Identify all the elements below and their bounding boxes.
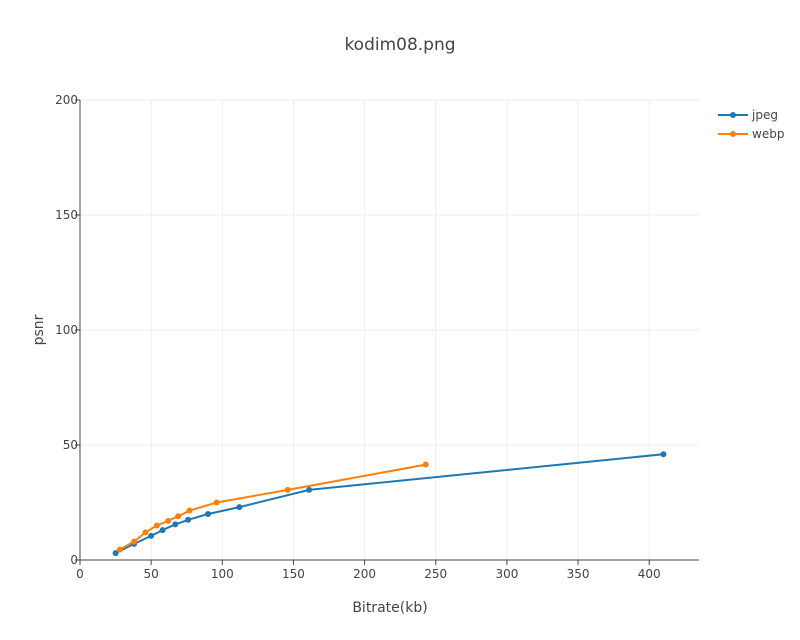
x-axis-title: Bitrate(kb) [352,600,427,616]
webp-point[interactable] [153,522,160,529]
legend[interactable]: jpeg webp [718,108,784,141]
webp-point[interactable] [284,486,291,493]
x-tick-label: 150 [282,567,305,581]
jpeg-point[interactable] [660,451,667,458]
axes: 0 50 100 150 200 250 300 350 400 0 50 100 150 200 [55,93,699,581]
jpeg-point[interactable] [236,504,243,511]
jpeg-point[interactable] [185,516,192,523]
y-tick-label: 150 [55,208,78,222]
series-webp [116,461,429,553]
chart-title: kodim08.png [344,35,455,55]
y-tick-label: 100 [55,323,78,337]
webp-point[interactable] [175,513,182,520]
legend-label: webp [752,127,784,141]
legend-item-jpeg[interactable]: jpeg [718,108,778,122]
y-axis-title: psnr [31,314,47,345]
webp-point[interactable] [186,507,193,514]
x-tick-label: 200 [353,567,376,581]
jpeg-point[interactable] [148,532,155,539]
jpeg-point[interactable] [306,486,313,493]
jpeg-point[interactable] [112,550,119,557]
jpeg-line [115,453,664,554]
x-tick-label: 50 [144,567,159,581]
y-tick-label: 0 [70,553,78,567]
webp-point[interactable] [213,499,220,506]
webp-point[interactable] [165,517,172,524]
webp-point[interactable] [131,538,138,545]
webp-point[interactable] [116,546,123,553]
webp-point[interactable] [142,529,149,536]
jpeg-point[interactable] [205,511,212,517]
y-tick-label: 200 [55,93,78,107]
legend-item-webp[interactable]: webp [718,127,784,141]
jpeg-point[interactable] [172,521,179,528]
series-jpeg [112,451,667,557]
legend-swatch-marker [730,112,736,118]
x-tick-label: 0 [76,567,84,581]
grid [80,99,699,560]
plot-area [112,451,667,557]
legend-label: jpeg [751,108,778,122]
x-tick-label: 300 [495,567,518,581]
x-tick-label: 350 [567,567,590,581]
legend-swatch-marker [730,131,736,137]
x-tick-label: 250 [424,567,447,581]
x-tick-label: 400 [638,567,661,581]
x-tick-label: 100 [211,567,234,581]
webp-point[interactable] [422,461,429,468]
jpeg-point[interactable] [159,527,166,534]
y-tick-label: 50 [63,438,78,452]
webp-line [119,463,426,551]
